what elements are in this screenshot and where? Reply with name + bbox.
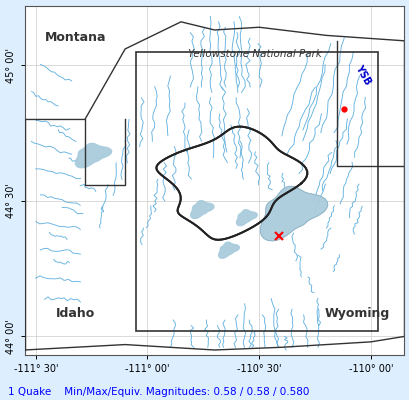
Text: Montana: Montana [45, 31, 106, 44]
Text: Wyoming: Wyoming [324, 308, 389, 320]
Text: YSB: YSB [352, 62, 371, 86]
Polygon shape [236, 210, 256, 226]
Polygon shape [190, 201, 213, 218]
Text: Yellowstone National Park: Yellowstone National Park [187, 49, 321, 59]
Text: 1 Quake    Min/Max/Equiv. Magnitudes: 0.58 / 0.58 / 0.580: 1 Quake Min/Max/Equiv. Magnitudes: 0.58 … [8, 387, 309, 397]
Polygon shape [75, 144, 111, 168]
Polygon shape [218, 242, 239, 258]
Polygon shape [260, 186, 327, 241]
Text: Idaho: Idaho [56, 308, 95, 320]
Bar [136, 52, 377, 331]
